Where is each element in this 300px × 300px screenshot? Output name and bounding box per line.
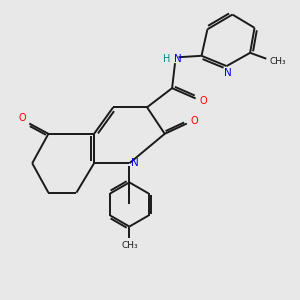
- Text: CH₃: CH₃: [270, 57, 286, 66]
- Text: N: N: [173, 54, 181, 64]
- Text: N: N: [131, 158, 139, 168]
- Text: O: O: [19, 113, 27, 123]
- Text: O: O: [190, 116, 198, 126]
- Text: O: O: [199, 96, 207, 106]
- Text: CH₃: CH₃: [121, 241, 138, 250]
- Text: H: H: [163, 54, 170, 64]
- Text: N: N: [224, 68, 232, 78]
